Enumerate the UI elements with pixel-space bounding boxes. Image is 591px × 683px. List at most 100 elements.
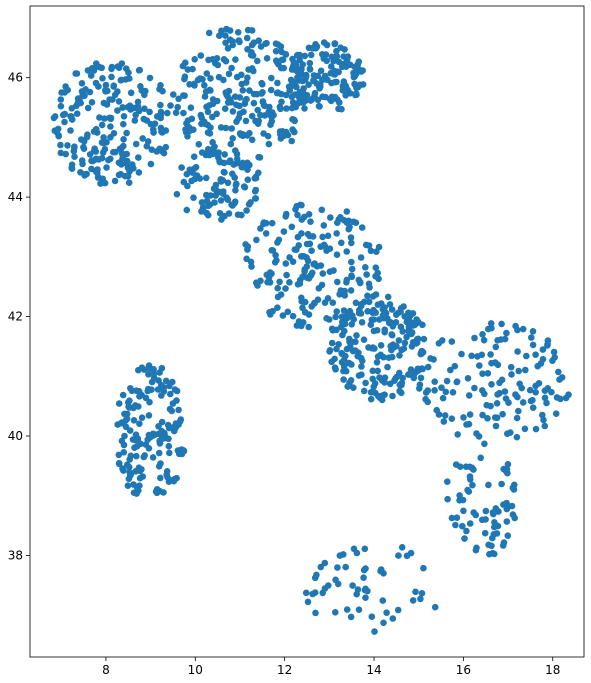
scatter-point	[133, 452, 140, 460]
scatter-point	[238, 71, 245, 79]
scatter-point	[201, 82, 208, 89]
scatter-point	[175, 95, 182, 103]
scatter-point	[263, 39, 270, 47]
scatter-point	[212, 181, 220, 189]
scatter-point	[518, 384, 525, 392]
scatter-point	[333, 308, 341, 315]
scatter-point	[157, 101, 164, 109]
scatter-point	[362, 594, 369, 601]
scatter-point	[452, 521, 459, 529]
scatter-point	[80, 145, 88, 152]
scatter-point	[498, 320, 505, 328]
scatter-point	[522, 366, 529, 374]
scatter-point	[523, 352, 530, 360]
scatter-point	[403, 333, 410, 341]
scatter-point	[240, 183, 248, 190]
scatter-point	[186, 81, 193, 88]
scatter-point	[386, 301, 394, 308]
scatter-point	[107, 134, 114, 141]
scatter-point	[301, 298, 309, 306]
y-tick-label: 38	[8, 548, 23, 562]
scatter-point	[298, 322, 305, 330]
scatter-point	[155, 377, 162, 384]
scatter-point	[253, 57, 261, 65]
scatter-point	[424, 398, 432, 406]
scatter-point	[198, 208, 205, 215]
scatter-point	[257, 277, 264, 285]
scatter-point	[67, 127, 74, 134]
scatter-point	[448, 338, 456, 345]
scatter-point	[489, 549, 496, 557]
scatter-point	[317, 243, 325, 250]
scatter-point	[494, 391, 501, 398]
scatter-point	[224, 179, 232, 187]
scatter-point	[108, 63, 116, 71]
scatter-point	[273, 257, 280, 264]
scatter-point	[280, 64, 288, 72]
scatter-point	[282, 213, 290, 220]
scatter-point	[376, 394, 384, 402]
scatter-point	[333, 230, 341, 237]
scatter-point	[187, 104, 195, 111]
scatter-point	[120, 136, 127, 143]
scatter-point	[289, 312, 297, 320]
scatter-point	[552, 410, 560, 418]
scatter-point	[166, 382, 173, 390]
scatter-point	[108, 73, 115, 81]
scatter-point	[252, 186, 260, 194]
scatter-point	[326, 316, 333, 323]
scatter-point	[267, 311, 274, 318]
scatter-point	[190, 153, 198, 160]
scatter-point	[460, 507, 467, 515]
scatter-point	[526, 386, 534, 394]
scatter-point	[279, 128, 286, 135]
scatter-point	[225, 70, 233, 78]
scatter-point	[319, 270, 327, 277]
scatter-point	[106, 96, 113, 103]
scatter-point	[175, 406, 182, 414]
scatter-point	[198, 114, 205, 122]
scatter-point	[453, 514, 461, 521]
scatter-point	[389, 323, 397, 330]
scatter-point	[340, 362, 348, 370]
scatter-point	[86, 151, 94, 158]
scatter-point	[338, 105, 345, 113]
scatter-point	[98, 121, 106, 129]
scatter-point	[398, 544, 406, 551]
scatter-point	[511, 514, 518, 522]
scatter-point	[401, 339, 409, 347]
scatter-point	[207, 75, 214, 82]
scatter-point	[442, 388, 450, 396]
scatter-point	[484, 415, 491, 422]
scatter-point	[314, 72, 322, 80]
scatter-point	[51, 127, 59, 134]
scatter-point	[352, 347, 359, 354]
scatter-point	[311, 300, 318, 307]
scatter-point	[304, 257, 312, 265]
scatter-point	[399, 374, 407, 382]
scatter-point	[236, 94, 244, 101]
scatter-point	[499, 410, 506, 418]
scatter-point	[211, 199, 218, 206]
scatter-point	[118, 144, 125, 152]
scatter-point	[316, 85, 323, 92]
scatter-point	[258, 79, 266, 87]
scatter-point	[385, 354, 393, 362]
scatter-point	[203, 70, 211, 77]
scatter-point	[347, 377, 355, 384]
scatter-point	[217, 197, 225, 204]
scatter-point	[345, 359, 353, 367]
scatter-point	[119, 391, 127, 399]
scatter-point	[105, 156, 112, 164]
scatter-point	[124, 482, 132, 490]
scatter-point	[341, 292, 349, 299]
scatter-point	[242, 97, 249, 104]
scatter-point	[231, 174, 238, 181]
scatter-point	[166, 449, 173, 457]
scatter-point	[494, 337, 501, 344]
scatter-point	[409, 310, 417, 317]
scatter-point	[513, 433, 521, 441]
scatter-point	[317, 563, 325, 571]
scatter-point	[480, 336, 488, 344]
scatter-point	[244, 176, 252, 183]
